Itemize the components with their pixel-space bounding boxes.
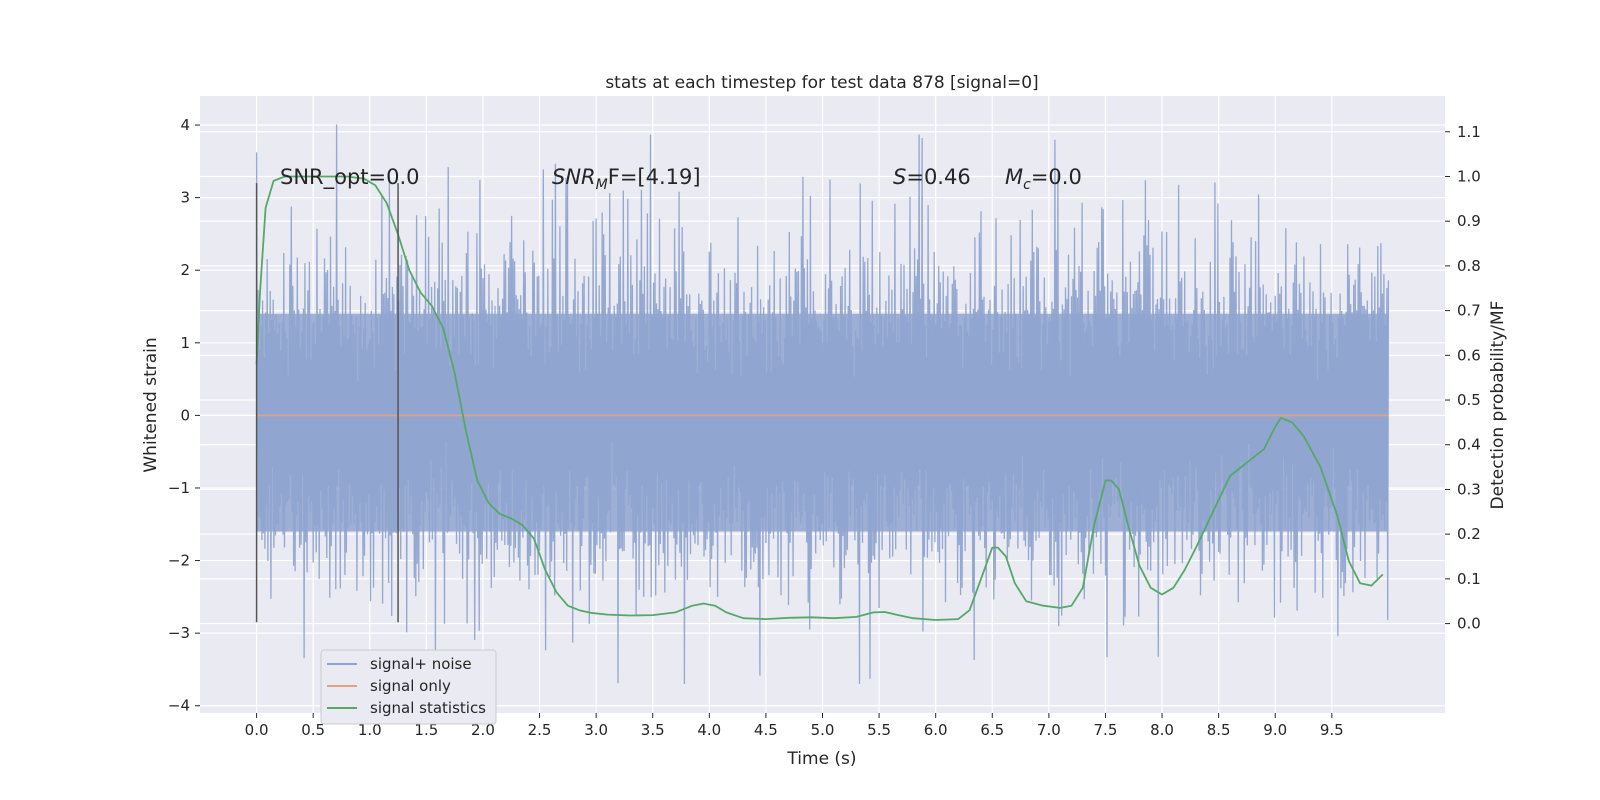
x-tick-label: 5.0 — [811, 721, 835, 739]
snr-mf-annotation: SNRMF=[4.19] — [552, 165, 701, 193]
line-series — [255, 175, 1389, 621]
x-tick-label: 7.5 — [1094, 721, 1118, 739]
y-right-tick-label: 0.2 — [1457, 525, 1481, 543]
x-tick-label: 0.0 — [245, 721, 269, 739]
x-tick-label: 3.0 — [584, 721, 608, 739]
y-right-tick-label: 1.1 — [1457, 123, 1481, 141]
y-right-axis-label: Detection probability/MF — [1488, 301, 1508, 510]
x-tick-label: 9.0 — [1263, 721, 1287, 739]
x-tick-label: 4.0 — [697, 721, 721, 739]
x-tick-label: 8.0 — [1150, 721, 1174, 739]
y-tick-label: 2 — [180, 261, 190, 279]
noise-series — [255, 124, 1390, 685]
y-tick-label: −4 — [168, 697, 190, 715]
y-right-axis-ticks: 0.0 0.1 0.2 0.3 0.4 0.5 0.6 0.7 0.8 0.9 1.0 1.1 — [1445, 123, 1481, 633]
x-tick-label: 6.5 — [980, 721, 1004, 739]
x-tick-label: 7.0 — [1037, 721, 1061, 739]
x-tick-label: 4.5 — [754, 721, 778, 739]
y-tick-label: −2 — [168, 552, 190, 570]
y-right-tick-label: 0.1 — [1457, 570, 1481, 588]
x-tick-label: 8.5 — [1207, 721, 1231, 739]
legend-label-signal: signal only — [370, 677, 451, 695]
x-tick-label: 6.0 — [924, 721, 948, 739]
y-right-tick-label: 0.5 — [1457, 391, 1481, 409]
legend-label-statistics: signal statistics — [370, 699, 486, 717]
x-tick-label: 0.5 — [301, 721, 325, 739]
y-tick-label: 3 — [180, 189, 190, 207]
x-tick-label: 2.0 — [471, 721, 495, 739]
legend: signal+ noise signal only signal statist… — [320, 649, 497, 725]
y-right-tick-label: 0.9 — [1457, 212, 1481, 230]
y-tick-label: 0 — [180, 406, 190, 424]
y-right-tick-label: 0.0 — [1457, 615, 1481, 633]
s-annotation: S=0.46 — [893, 165, 971, 189]
x-tick-label: 3.5 — [641, 721, 665, 739]
x-tick-label: 1.5 — [414, 721, 438, 739]
x-tick-label: 2.5 — [528, 721, 552, 739]
mc-annotation: Mc=0.0 — [1005, 165, 1082, 193]
y-axis-label: Whitened strain — [141, 337, 161, 472]
y-right-tick-label: 0.3 — [1457, 480, 1481, 498]
y-right-tick-label: 0.4 — [1457, 436, 1481, 454]
x-tick-label: 5.5 — [867, 721, 891, 739]
y-tick-label: −3 — [168, 624, 190, 642]
y-tick-label: 4 — [180, 116, 190, 134]
chart-title: stats at each timestep for test data 878… — [605, 73, 1038, 93]
x-tick-label: 9.5 — [1320, 721, 1344, 739]
snr-opt-annotation: SNR_opt=0.0 — [280, 165, 420, 190]
y-tick-label: 1 — [180, 334, 190, 352]
vertical-markers — [255, 183, 399, 623]
x-axis-label: Time (s) — [786, 749, 856, 769]
legend-label-noise: signal+ noise — [370, 655, 472, 673]
y-axis-ticks: −4 −3 −2 −1 0 1 2 3 4 — [168, 116, 200, 715]
y-right-tick-label: 0.7 — [1457, 302, 1481, 320]
noise-line — [255, 124, 1390, 685]
legend-box — [320, 649, 497, 725]
y-right-tick-label: 1.0 — [1457, 167, 1481, 185]
y-right-tick-label: 0.6 — [1457, 346, 1481, 364]
x-tick-label: 1.0 — [358, 721, 382, 739]
y-tick-label: −1 — [168, 479, 190, 497]
signal-statistics-line — [255, 175, 1384, 621]
x-axis-ticks: 0.0 0.5 1.0 1.5 2.0 2.5 3.0 3.5 4.0 4.5 5.0 5.5 6.0 6… — [245, 713, 1344, 739]
y-right-tick-label: 0.8 — [1457, 257, 1481, 275]
